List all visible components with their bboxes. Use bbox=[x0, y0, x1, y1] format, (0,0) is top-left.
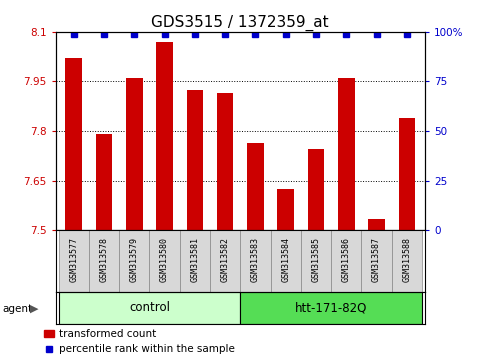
Text: GSM313587: GSM313587 bbox=[372, 237, 381, 282]
Bar bbox=[398, 118, 415, 230]
Bar bbox=[392, 230, 422, 292]
Title: GDS3515 / 1372359_at: GDS3515 / 1372359_at bbox=[152, 14, 329, 30]
Bar bbox=[96, 134, 113, 230]
Bar bbox=[217, 93, 233, 230]
Bar bbox=[247, 143, 264, 230]
Text: GSM313579: GSM313579 bbox=[130, 237, 139, 282]
Bar bbox=[186, 90, 203, 230]
Bar bbox=[210, 230, 241, 292]
Bar bbox=[277, 189, 294, 230]
Bar bbox=[241, 292, 422, 324]
Text: GSM313578: GSM313578 bbox=[99, 237, 109, 282]
Text: GSM313588: GSM313588 bbox=[402, 237, 412, 282]
Text: GSM313580: GSM313580 bbox=[160, 237, 169, 282]
Text: GSM313581: GSM313581 bbox=[190, 237, 199, 282]
Bar bbox=[156, 42, 173, 230]
Bar bbox=[58, 230, 89, 292]
Bar bbox=[89, 230, 119, 292]
Bar bbox=[126, 78, 142, 230]
Text: ▶: ▶ bbox=[30, 304, 39, 314]
Bar bbox=[58, 292, 241, 324]
Text: GSM313582: GSM313582 bbox=[221, 237, 229, 282]
Text: GSM313584: GSM313584 bbox=[281, 237, 290, 282]
Text: GSM313585: GSM313585 bbox=[312, 237, 321, 282]
Legend: transformed count, percentile rank within the sample: transformed count, percentile rank withi… bbox=[44, 329, 235, 354]
Bar bbox=[270, 230, 301, 292]
Bar bbox=[241, 230, 270, 292]
Bar bbox=[301, 230, 331, 292]
Bar bbox=[65, 58, 82, 230]
Text: control: control bbox=[129, 302, 170, 314]
Bar bbox=[368, 218, 385, 230]
Bar bbox=[361, 230, 392, 292]
Bar bbox=[149, 230, 180, 292]
Bar bbox=[338, 78, 355, 230]
Text: GSM313577: GSM313577 bbox=[69, 237, 78, 282]
Bar bbox=[180, 230, 210, 292]
Bar bbox=[308, 149, 325, 230]
Text: GSM313583: GSM313583 bbox=[251, 237, 260, 282]
Bar bbox=[119, 230, 149, 292]
Text: htt-171-82Q: htt-171-82Q bbox=[295, 302, 368, 314]
Bar bbox=[331, 230, 361, 292]
Text: agent: agent bbox=[2, 304, 32, 314]
Text: GSM313586: GSM313586 bbox=[342, 237, 351, 282]
